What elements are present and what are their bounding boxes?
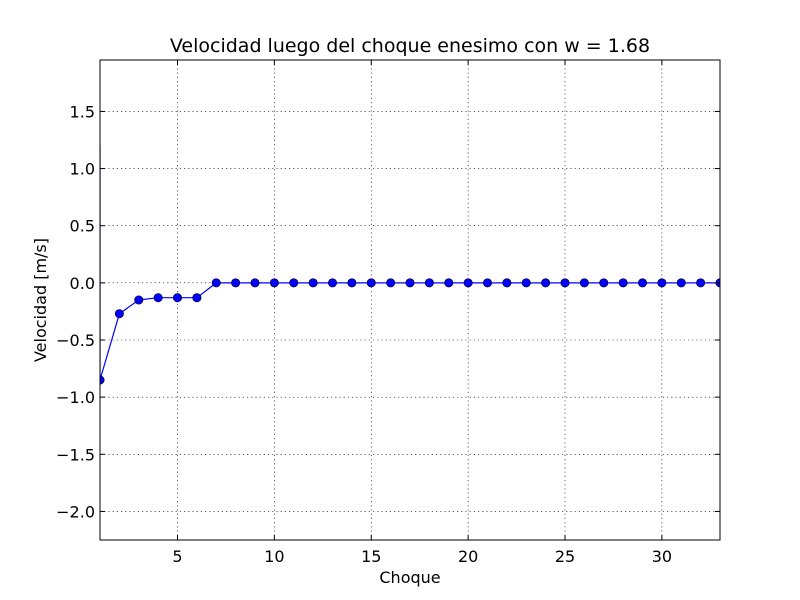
x-tick-label: 30 <box>652 547 672 566</box>
x-tick-label: 10 <box>264 547 284 566</box>
data-point <box>599 278 609 288</box>
y-tick-label: 1.0 <box>70 160 95 179</box>
y-tick-label: 1.5 <box>70 102 95 121</box>
y-tick-label: −1.5 <box>56 445 95 464</box>
data-point <box>463 278 473 288</box>
data-point <box>327 278 337 288</box>
data-point <box>289 278 299 288</box>
x-tick-label: 5 <box>172 547 182 566</box>
data-point <box>114 309 124 319</box>
data-point <box>250 278 260 288</box>
y-axis-label: Velocidad [m/s] <box>31 238 50 362</box>
y-tick-label: −0.5 <box>56 331 95 350</box>
data-point <box>676 278 686 288</box>
data-point <box>521 278 531 288</box>
chart-title: Velocidad luego del choque enesimo con w… <box>170 35 650 57</box>
data-point <box>560 278 570 288</box>
x-axis-label: Choque <box>379 568 440 587</box>
x-tick-label: 15 <box>361 547 381 566</box>
data-point <box>541 278 551 288</box>
tick-layer: 5 10 15 20 25 30 −2.0 −1.5 −1.0 −0.5 0.0 0.5 1.0 1.5 <box>56 60 720 566</box>
y-tick-label: −1.0 <box>56 388 95 407</box>
data-point <box>134 295 144 305</box>
series-line <box>100 145 720 381</box>
data-point <box>502 278 512 288</box>
y-tick-label: 0.0 <box>70 274 95 293</box>
data-point <box>173 293 183 303</box>
grid-layer <box>100 60 720 540</box>
series-layer <box>100 145 720 385</box>
data-point <box>308 278 318 288</box>
data-point <box>657 278 667 288</box>
data-point <box>579 278 589 288</box>
y-tick-label: −2.0 <box>56 502 95 521</box>
data-point <box>405 278 415 288</box>
data-point <box>444 278 454 288</box>
data-point <box>153 293 163 303</box>
series-group <box>100 145 720 385</box>
data-point <box>618 278 628 288</box>
data-point <box>482 278 492 288</box>
data-point <box>386 278 396 288</box>
y-tick-label: 0.5 <box>70 217 95 236</box>
plot-area-frame <box>99 59 721 541</box>
data-point <box>424 278 434 288</box>
x-tick-label: 25 <box>555 547 575 566</box>
data-point <box>366 278 376 288</box>
data-point <box>347 278 357 288</box>
data-point <box>637 278 647 288</box>
data-point <box>211 278 221 288</box>
data-point <box>696 278 706 288</box>
data-point <box>231 278 241 288</box>
x-tick-label: 20 <box>458 547 478 566</box>
data-point <box>192 293 202 303</box>
data-point <box>269 278 279 288</box>
